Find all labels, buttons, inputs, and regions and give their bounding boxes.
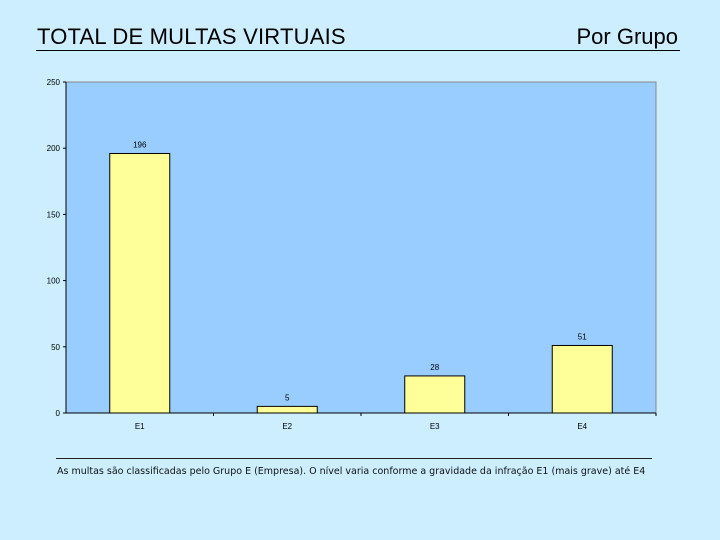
x-tick-label-e1: E1 <box>135 422 145 431</box>
bar-e2 <box>256 405 318 414</box>
bar-e4 <box>551 344 613 414</box>
y-tick-label: 100 <box>47 277 61 286</box>
y-tick-label: 200 <box>47 144 61 153</box>
y-tick-label: 0 <box>56 409 61 418</box>
header: TOTAL DE MULTAS VIRTUAIS Por Grupo <box>36 20 680 51</box>
x-tick-label-e4: E4 <box>577 422 587 431</box>
data-label-e2: 5 <box>285 393 290 402</box>
page-title: TOTAL DE MULTAS VIRTUAIS <box>37 24 346 49</box>
data-label-e3: 28 <box>430 363 439 372</box>
bar-e3 <box>404 375 466 414</box>
bar-e1 <box>109 152 171 414</box>
data-label-e1: 196 <box>133 140 147 149</box>
footer-divider <box>56 458 652 459</box>
data-label-e4: 51 <box>578 332 587 341</box>
y-tick-label: 50 <box>51 343 60 352</box>
x-tick-label-e3: E3 <box>430 422 440 431</box>
footer-note: As multas são classificadas pelo Grupo E… <box>57 466 646 477</box>
x-tick-label-e2: E2 <box>282 422 292 431</box>
y-tick-label: 150 <box>47 210 61 219</box>
page-subtitle: Por Grupo <box>576 24 679 49</box>
y-tick-label: 250 <box>47 78 61 87</box>
